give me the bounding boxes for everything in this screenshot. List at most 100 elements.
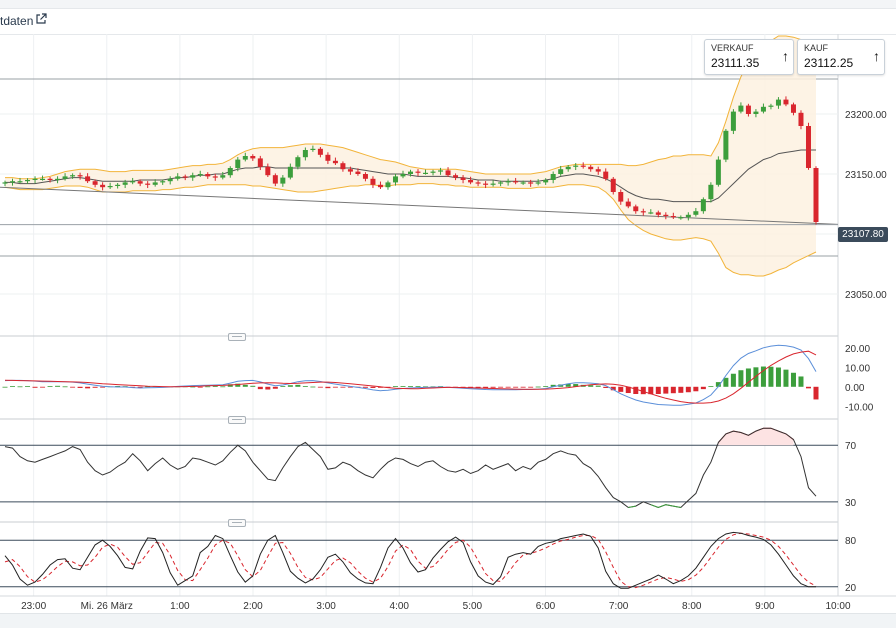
candle-body — [257, 158, 263, 167]
stochastic-k-line — [4, 531, 816, 589]
macd-tick-label: 10.00 — [845, 363, 870, 374]
bollinger-band-fill — [5, 36, 816, 276]
candle-body — [137, 181, 143, 184]
macd-histogram-bar — [715, 382, 721, 387]
time-tick-label: 10:00 — [825, 601, 850, 612]
candle-body — [130, 181, 136, 183]
candle-body — [460, 177, 466, 180]
candle-body — [760, 106, 766, 112]
candle-body — [430, 171, 436, 173]
macd-histogram-bar — [310, 386, 316, 388]
macd-resize-handle[interactable] — [228, 333, 246, 341]
macd-histogram-bar — [325, 386, 331, 389]
macd-histogram-bar — [475, 386, 481, 388]
stochastic-tick-label: 80 — [845, 536, 857, 547]
candle-body — [310, 148, 316, 150]
candle-body — [580, 165, 586, 167]
chart-area[interactable]: 23050.0023100.0023150.0023200.0020.0010.… — [0, 34, 896, 613]
candle-body — [197, 174, 203, 176]
macd-histogram-bar — [100, 386, 106, 388]
rsi-oversold-line — [628, 505, 636, 508]
candle-body — [558, 169, 564, 174]
macd-histogram-bar — [783, 369, 789, 387]
candle-body — [77, 175, 83, 177]
stochastic-tick-label: 20 — [845, 583, 857, 594]
candle-body — [355, 171, 361, 174]
macd-histogram-bar — [227, 384, 233, 387]
candle-body — [513, 181, 519, 183]
candle-body — [152, 182, 158, 185]
rsi-resize-handle[interactable] — [228, 416, 246, 424]
candle-body — [490, 183, 496, 185]
time-tick-label: 23:00 — [21, 601, 46, 612]
macd-histogram-bar — [565, 383, 571, 387]
macd-histogram-bar — [70, 386, 76, 388]
sell-label: VERKAUF — [711, 43, 754, 53]
time-tick-label: 9:00 — [755, 601, 775, 612]
macd-histogram-bar — [145, 386, 151, 388]
macd-histogram-bar — [340, 386, 346, 388]
candle-body — [85, 176, 91, 182]
candle-body — [212, 176, 218, 178]
historical-data-link[interactable]: tdaten — [0, 14, 34, 28]
macd-histogram-bar — [775, 367, 781, 387]
macd-histogram-bar — [813, 386, 819, 400]
macd-tick-label: 20.00 — [845, 344, 870, 355]
candle-body — [670, 216, 676, 218]
macd-histogram-bar — [760, 366, 766, 387]
stochastic-resize-handle[interactable] — [228, 519, 246, 527]
price-tick-label: 23150.00 — [845, 170, 887, 181]
candle-body — [370, 178, 376, 185]
macd-histogram-bar — [678, 386, 684, 393]
external-link-icon[interactable] — [35, 13, 47, 25]
buy-quote-button[interactable]: KAUF 23112.25 ↑ — [797, 39, 885, 75]
macd-histogram-bar — [257, 386, 263, 390]
macd-tick-label: 0.00 — [845, 383, 865, 394]
macd-histogram-bar — [753, 367, 759, 387]
candle-body — [535, 182, 541, 184]
macd-histogram-bar — [197, 386, 203, 388]
macd-histogram-bar — [618, 386, 624, 392]
macd-histogram-bar — [250, 385, 256, 387]
candle-body — [265, 166, 271, 176]
macd-histogram-bar — [633, 386, 639, 394]
macd-line — [4, 344, 817, 406]
candle-body — [813, 168, 819, 222]
macd-signal-line — [4, 350, 817, 404]
candle-body — [640, 211, 646, 213]
macd-histogram-bar — [220, 386, 226, 388]
macd-histogram-bar — [332, 386, 338, 388]
macd-histogram-bar — [708, 386, 714, 388]
macd-histogram-bar — [17, 386, 23, 388]
arrow-up-icon: ↑ — [782, 48, 789, 64]
candle-body — [423, 172, 429, 174]
sell-quote-button[interactable]: VERKAUF 23111.35 ↑ — [704, 39, 794, 75]
macd-histogram-bar — [137, 386, 143, 388]
macd-histogram-bar — [603, 386, 609, 388]
candle-body — [40, 178, 46, 180]
candle-body — [25, 180, 31, 182]
macd-histogram-bar — [640, 386, 646, 395]
candle-body — [107, 186, 113, 188]
candle-body — [317, 148, 323, 155]
rsi-line — [4, 427, 817, 509]
macd-histogram-bar — [317, 386, 323, 388]
macd-histogram-bar — [805, 386, 811, 389]
candle-body — [565, 166, 571, 170]
bottom-scroll-bar[interactable] — [0, 613, 896, 628]
outer-frame — [0, 0, 896, 9]
macd-histogram-bar — [483, 386, 489, 389]
candle-body — [648, 212, 654, 214]
macd-histogram-bar — [115, 386, 121, 387]
macd-histogram-bar — [62, 386, 68, 388]
candle-body — [325, 154, 331, 161]
time-tick-label: 8:00 — [682, 601, 702, 612]
candle-body — [595, 169, 601, 172]
candle-body — [272, 175, 278, 184]
candle-body — [468, 180, 474, 183]
macd-histogram-bar — [498, 386, 504, 388]
candle-body — [175, 176, 181, 179]
macd-histogram-bar — [625, 386, 631, 394]
candle-body — [392, 176, 398, 183]
candle-body — [708, 184, 714, 200]
